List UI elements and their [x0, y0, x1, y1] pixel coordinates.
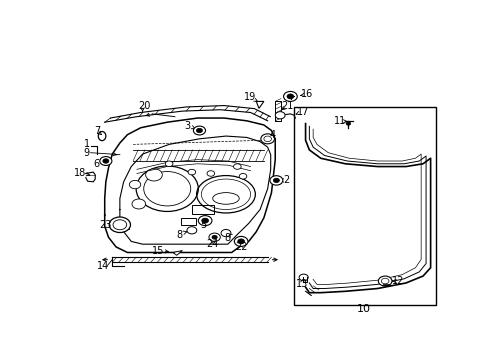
- Circle shape: [211, 235, 217, 239]
- Circle shape: [198, 216, 211, 226]
- Circle shape: [208, 233, 220, 242]
- Circle shape: [239, 174, 246, 179]
- Circle shape: [264, 136, 271, 141]
- Circle shape: [129, 180, 141, 189]
- Circle shape: [202, 218, 208, 223]
- Circle shape: [237, 239, 244, 244]
- Circle shape: [346, 122, 350, 125]
- Circle shape: [233, 164, 241, 169]
- Circle shape: [234, 237, 247, 246]
- Circle shape: [188, 169, 195, 175]
- Circle shape: [221, 229, 230, 237]
- Circle shape: [165, 161, 173, 167]
- Circle shape: [102, 159, 109, 163]
- Text: 17: 17: [296, 108, 308, 117]
- Text: 8: 8: [224, 233, 230, 243]
- Text: 2: 2: [283, 175, 289, 185]
- Polygon shape: [256, 102, 264, 108]
- Circle shape: [143, 172, 190, 206]
- Circle shape: [196, 128, 202, 133]
- Text: 15: 15: [151, 246, 163, 256]
- Circle shape: [275, 112, 285, 119]
- Text: 5: 5: [200, 220, 206, 230]
- Text: 1: 1: [83, 139, 90, 149]
- Circle shape: [186, 227, 196, 234]
- Circle shape: [286, 94, 293, 99]
- Bar: [294, 107, 435, 305]
- Circle shape: [145, 169, 162, 181]
- Circle shape: [206, 171, 214, 176]
- Text: 8: 8: [176, 230, 182, 240]
- Text: 24: 24: [206, 239, 219, 249]
- Circle shape: [136, 166, 198, 211]
- Text: 18: 18: [74, 168, 86, 179]
- Text: 11: 11: [333, 116, 345, 126]
- Circle shape: [132, 199, 145, 209]
- Circle shape: [381, 278, 388, 284]
- Circle shape: [113, 220, 126, 230]
- Circle shape: [193, 126, 205, 135]
- Text: 21: 21: [281, 100, 293, 111]
- Text: 23: 23: [100, 220, 112, 230]
- Text: 12: 12: [391, 276, 404, 286]
- Text: 10: 10: [357, 304, 370, 314]
- Circle shape: [109, 217, 130, 233]
- Polygon shape: [173, 251, 182, 255]
- Circle shape: [283, 91, 297, 102]
- Text: 4: 4: [269, 130, 275, 140]
- Circle shape: [100, 157, 112, 166]
- Text: 3: 3: [184, 121, 190, 131]
- Circle shape: [378, 276, 391, 286]
- Text: 9: 9: [83, 148, 90, 158]
- Circle shape: [299, 274, 307, 281]
- Text: 13: 13: [295, 279, 307, 288]
- Text: 6: 6: [93, 159, 99, 169]
- Text: 19: 19: [243, 92, 255, 102]
- Text: 16: 16: [300, 90, 312, 99]
- Text: 7: 7: [94, 126, 100, 135]
- Circle shape: [260, 134, 274, 144]
- Text: 22: 22: [234, 243, 247, 252]
- Circle shape: [269, 176, 282, 185]
- Circle shape: [273, 178, 279, 183]
- Text: 14: 14: [97, 261, 109, 270]
- Text: 20: 20: [138, 100, 150, 111]
